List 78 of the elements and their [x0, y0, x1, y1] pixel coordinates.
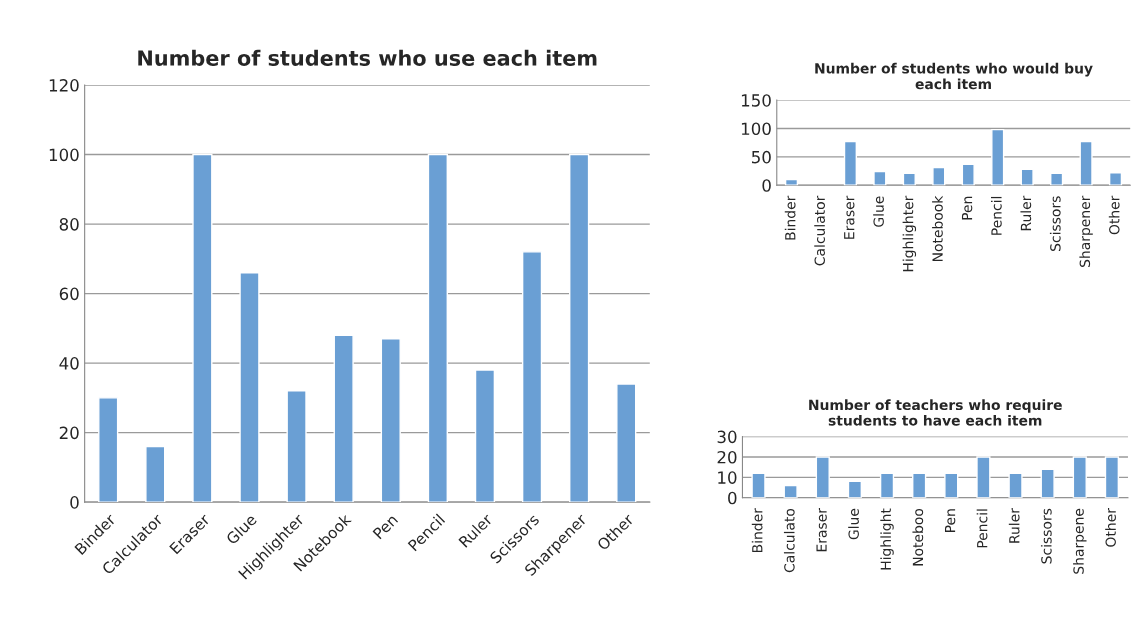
x-tick-label: Notebook: [932, 195, 943, 262]
y-tick-label: 0: [762, 179, 771, 192]
x-tick-label: Sharpene: [1073, 508, 1087, 574]
bar: [192, 153, 213, 503]
x-tick-label: Binder: [751, 508, 763, 553]
bar: [616, 383, 637, 503]
x-tick-label: Highlighter: [902, 195, 917, 272]
y-tick-label: 30: [717, 430, 737, 444]
x-tick-label: Scissors: [1040, 508, 1052, 564]
y-tick-label: 120: [49, 79, 79, 92]
x-tick-label: Eraser: [816, 508, 827, 552]
bar: [98, 397, 119, 503]
x-tick-label: Glue: [873, 196, 884, 227]
bar: [873, 170, 887, 186]
x-tick-label: Binder: [784, 195, 796, 240]
bar: [1104, 456, 1120, 498]
x-tick-label: Eraser: [844, 195, 855, 239]
x-tick-label: Ruler: [1020, 195, 1032, 231]
bar: [239, 272, 260, 503]
bar: [961, 163, 975, 186]
chart-title: Number of students who use each item: [138, 49, 597, 66]
x-tick-label: Sharpener: [1079, 195, 1093, 267]
bar: [380, 338, 401, 503]
chart-title: Number of teachers who require students to have each item: [809, 399, 1062, 426]
bar: [932, 166, 946, 186]
bar: [286, 390, 307, 503]
x-tick-label: Highlight: [880, 508, 894, 570]
bar: [751, 472, 766, 498]
bar: [1008, 472, 1023, 498]
y-tick-label: 60: [59, 287, 79, 301]
y-tick-label: 0: [70, 496, 79, 509]
y-tick-label: 150: [741, 94, 771, 107]
y-tick-label: 20: [717, 450, 737, 464]
y-tick-label: 100: [49, 148, 79, 162]
y-tick-label: 40: [59, 357, 79, 370]
x-tick-label: Glue: [848, 508, 859, 540]
bar: [879, 472, 895, 498]
bar: [1040, 468, 1055, 498]
chart-title: Number of students who would buy each item: [815, 62, 1093, 90]
bar: [944, 472, 959, 498]
bar: [333, 334, 354, 503]
bar: [976, 456, 991, 498]
x-tick-label: Other: [1108, 195, 1120, 235]
bar: [912, 472, 927, 498]
bar: [815, 456, 830, 498]
x-tick-label: Pen: [944, 509, 956, 532]
x-tick-label: Noteboo: [912, 508, 924, 566]
bar: [991, 128, 1005, 186]
bar: [902, 172, 916, 186]
y-tick-label: 10: [718, 471, 737, 484]
bar: [145, 445, 166, 503]
x-tick-label: Calculator: [814, 195, 825, 266]
x-tick-label: Pen: [372, 513, 399, 540]
bar: [521, 251, 543, 503]
y-tick-label: 0: [728, 491, 737, 505]
bar: [1072, 456, 1087, 498]
y-tick-label: 20: [59, 426, 79, 440]
y-tick-label: 50: [751, 150, 771, 164]
x-tick-label: Calculato: [783, 508, 795, 573]
bar: [474, 369, 496, 503]
x-tick-label: Other: [1105, 508, 1116, 547]
bar: [783, 484, 798, 498]
bar: [1020, 168, 1034, 186]
x-tick-label: Pen: [961, 196, 973, 220]
bar: [843, 140, 858, 186]
x-tick-label: Pencil: [976, 509, 988, 548]
y-tick-label: 100: [741, 122, 771, 136]
bar: [1079, 140, 1093, 186]
x-tick-label: Scissors: [1049, 196, 1061, 251]
y-tick-label: 80: [59, 218, 79, 231]
x-tick-label: Ruler: [1008, 508, 1020, 543]
bar: [1108, 172, 1123, 186]
bar: [1050, 172, 1064, 186]
bar: [784, 178, 799, 186]
bar: [847, 480, 863, 498]
bar: [427, 153, 448, 503]
bar: [569, 153, 590, 503]
x-tick-label: Pencil: [990, 196, 1002, 235]
